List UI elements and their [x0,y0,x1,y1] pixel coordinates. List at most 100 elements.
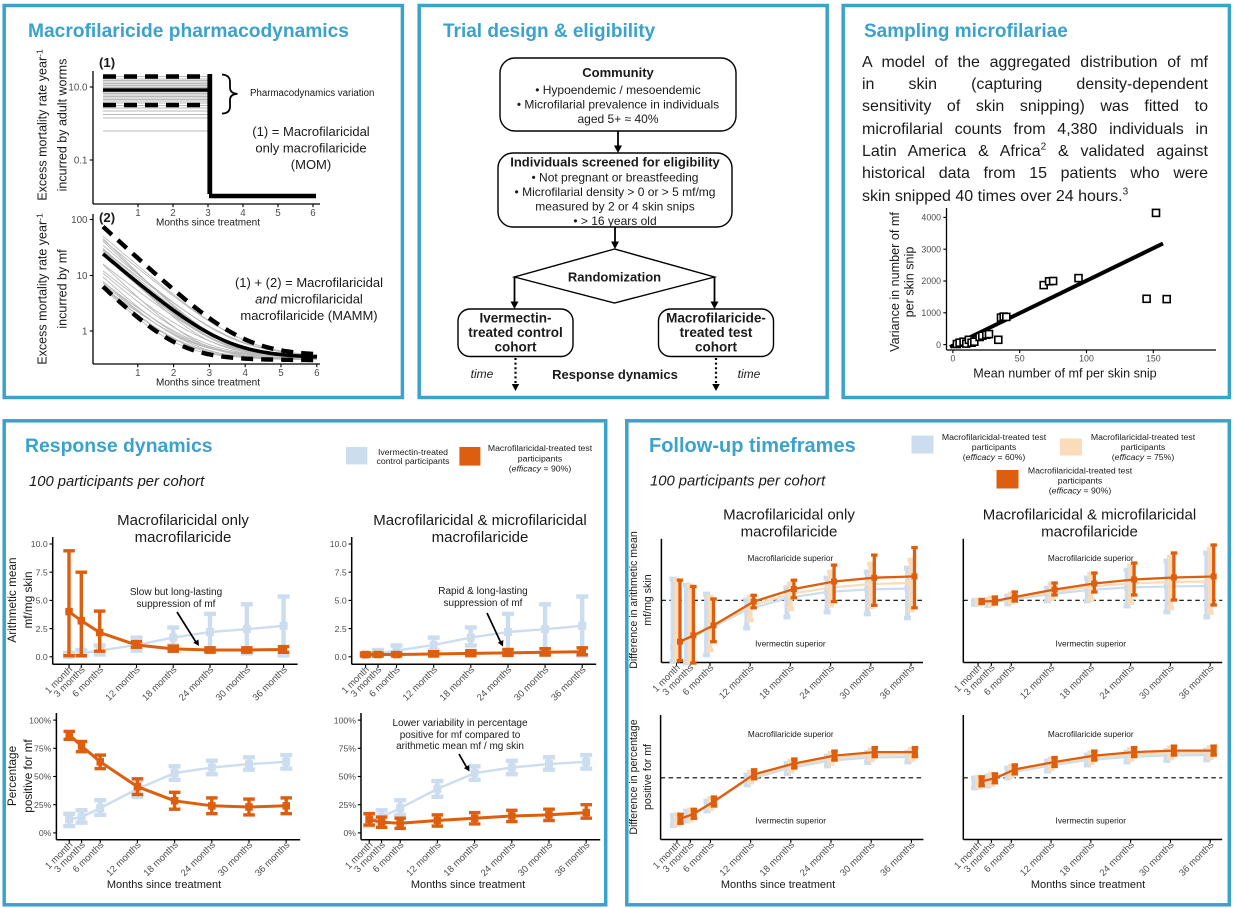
svg-text:10.0: 10.0 [31,539,48,549]
svg-text:treated control: treated control [468,325,563,340]
svg-text:(1) + (2) = Macrofilaricidal: (1) + (2) = Macrofilaricidal [235,275,383,290]
svg-text:Excess mortality rate year-1: Excess mortality rate year-1 [35,49,50,201]
svg-text:Ivermectin superior: Ivermectin superior [756,816,827,826]
svg-text:aged 5+ ≈ 40%: aged 5+ ≈ 40% [578,112,659,126]
svg-text:suppression of mf: suppression of mf [137,599,216,610]
svg-text:0: 0 [936,340,941,350]
svg-text:Randomization: Randomization [568,270,661,285]
svg-text:7.5: 7.5 [335,567,347,577]
svg-text:10.0: 10.0 [330,539,347,549]
svg-text:Months since treatment: Months since treatment [107,879,221,891]
svg-text:participants: participants [1121,442,1166,452]
svg-text:100%: 100% [29,715,51,725]
svg-text:Percentage: Percentage [5,745,19,806]
svg-text:3: 3 [207,368,213,379]
svg-text:100 participants per cohort: 100 participants per cohort [650,474,826,490]
svg-text:Months since treatment: Months since treatment [156,218,260,229]
svg-text:• > 16 years old: • > 16 years old [573,214,656,228]
svg-text:incurred by mf: incurred by mf [56,249,70,329]
svg-text:100: 100 [1079,354,1094,364]
svg-text:5: 5 [278,368,284,379]
svg-text:arithmetic mean mf / mg skin: arithmetic mean mf / mg skin [396,741,524,752]
svg-text:Ivermectin-treated: Ivermectin-treated [378,447,448,457]
svg-text:Macrofilaricide superior: Macrofilaricide superior [1048,729,1134,739]
svg-text:cohort: cohort [495,340,538,355]
svg-text:1: 1 [135,368,140,379]
svg-text:Macrofilaricide pharmacodynami: Macrofilaricide pharmacodynamics [28,21,349,42]
svg-text:suppression of mf: suppression of mf [444,598,523,609]
svg-text:Macrofilaricidal-treated test: Macrofilaricidal-treated test [1091,432,1196,442]
svg-text:Macrofilaricide superior: Macrofilaricide superior [748,729,834,739]
svg-text:0: 0 [950,354,955,364]
svg-text:Months since treatment: Months since treatment [1031,879,1145,891]
svg-text:Macrofilaricidal only: Macrofilaricidal only [723,507,855,524]
svg-text:100: 100 [71,215,88,226]
svg-text:participants: participants [1058,476,1103,486]
svg-text:2.5: 2.5 [335,624,347,634]
svg-text:6: 6 [314,368,320,379]
svg-text:10.0: 10.0 [68,83,88,94]
svg-text:0.0: 0.0 [335,652,347,662]
svg-text:Macrofilaricide-: Macrofilaricide- [666,311,766,326]
svg-text:macrofilaricide: macrofilaricide [135,529,232,546]
svg-text:Months since treatment: Months since treatment [156,378,260,389]
svg-text:• Not pregnant or breastfeedin: • Not pregnant or breastfeeding [532,171,699,185]
svg-text:Macrofilaricidal & microfilari: Macrofilaricidal & microfilaricidal [983,507,1196,524]
svg-text:Arithmetic mean: Arithmetic mean [5,557,19,642]
svg-text:Mean number of mf per skin sni: Mean number of mf per skin snip [973,367,1156,381]
svg-text:0.0: 0.0 [36,652,48,662]
svg-text:macrofilaricide: macrofilaricide [432,529,529,546]
svg-text:(MOM): (MOM) [291,157,331,172]
svg-text:150: 150 [1146,354,1161,364]
svg-text:Pharmacodynamics variation: Pharmacodynamics variation [250,88,374,99]
svg-text:5.0: 5.0 [335,596,347,606]
svg-text:Months since treatment: Months since treatment [721,879,835,891]
svg-text:2: 2 [171,368,176,379]
svg-text:Ivermectin superior: Ivermectin superior [1056,639,1127,649]
svg-text:Follow-up timeframes: Follow-up timeframes [649,435,856,457]
svg-text:positive for mf compared to: positive for mf compared to [400,730,521,741]
svg-text:0%: 0% [39,828,52,838]
svg-text:Difference in percentage: Difference in percentage [628,719,640,834]
svg-text:treated test: treated test [680,325,753,340]
svg-text:• Microfilarial density > 0 or: • Microfilarial density > 0 or > 5 mf/mg [515,185,716,199]
svg-text:positive for mf: positive for mf [21,739,35,813]
svg-text:cohort: cohort [695,340,738,355]
svg-text:Macrofilaricide superior: Macrofilaricide superior [748,553,834,563]
svg-text:Rapid & long-lasting: Rapid & long-lasting [438,586,528,597]
svg-text:(efficacy = 90%): (efficacy = 90%) [509,464,572,474]
svg-text:Response dynamics: Response dynamics [552,367,678,382]
svg-text:Ivermectin-: Ivermectin- [479,311,551,326]
svg-text:Difference in arithmetic mean: Difference in arithmetic mean [628,531,640,669]
svg-text:25%: 25% [339,800,357,810]
svg-text:1000: 1000 [921,308,941,318]
svg-text:1: 1 [135,208,140,219]
svg-text:5.0: 5.0 [36,596,48,606]
svg-text:0.1: 0.1 [74,156,88,167]
svg-text:Ivermectin superior: Ivermectin superior [1056,816,1127,826]
svg-text:Macrofilaricide superior: Macrofilaricide superior [1048,553,1134,563]
svg-text:only macrofilaricide: only macrofilaricide [255,140,366,155]
svg-text:50: 50 [1015,354,1025,364]
svg-text:Trial design & eligibility: Trial design & eligibility [443,21,656,42]
svg-text:per skin snip: per skin snip [903,247,917,318]
svg-text:3000: 3000 [921,244,941,254]
svg-text:75%: 75% [339,744,357,754]
svg-text:time: time [738,367,761,381]
svg-text:(efficacy = 75%): (efficacy = 75%) [1112,452,1175,462]
svg-text:• Microfilarial prevalence in: • Microfilarial prevalence in individual… [517,98,719,112]
svg-text:10: 10 [77,271,88,282]
svg-text:Macrofilaricidal only: Macrofilaricidal only [117,512,249,529]
svg-text:macrofilaricide: macrofilaricide [1041,524,1138,541]
svg-text:7.5: 7.5 [36,567,48,577]
svg-text:macrofilaricide: macrofilaricide [741,524,838,541]
svg-text:(2): (2) [99,210,115,225]
svg-text:0%: 0% [343,828,356,838]
svg-text:Macrofilaricidal-treated test: Macrofilaricidal-treated test [1028,466,1133,476]
svg-text:Macrofilaricidal & microfilari: Macrofilaricidal & microfilaricidal [373,512,586,529]
svg-text:3: 3 [205,208,211,219]
svg-text:Ivermectin superior: Ivermectin superior [755,639,826,649]
svg-text:75%: 75% [34,744,52,754]
svg-text:positive for mf: positive for mf [642,744,654,810]
svg-text:Slow but long-lasting: Slow but long-lasting [130,587,222,598]
